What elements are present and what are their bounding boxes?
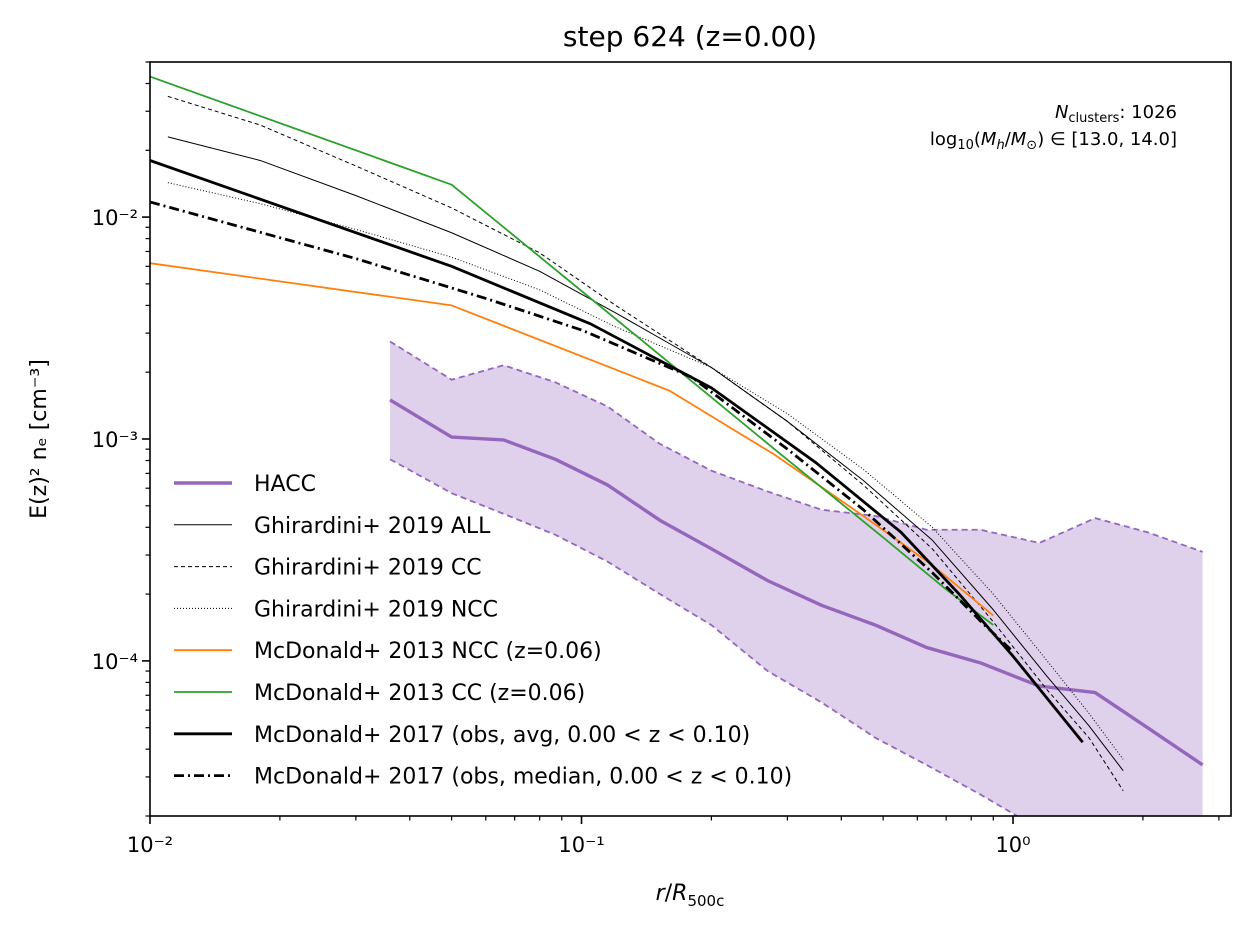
legend-label-ghirardini-2019-cc: Ghirardini+ 2019 CC <box>254 556 482 581</box>
hacc-band-upper <box>389 340 1203 553</box>
hacc-band-fill <box>390 341 1203 816</box>
y-tick-label: 10⁻³ <box>92 428 138 452</box>
legend-label-ghirardini-2019-all: Ghirardini+ 2019 ALL <box>254 514 491 539</box>
y-axis-label: E(z)² nₑ [cm⁻³] <box>27 359 52 519</box>
legend-label-hacc: HACC <box>254 472 316 497</box>
chart-title: step 624 (z=0.00) <box>563 20 817 53</box>
annotation-cluster-count: Nclusters: 1026 <box>1055 102 1177 126</box>
x-tick-label: 10⁰ <box>995 833 1030 857</box>
series-line-mcdonald-2013-cc-z-0-06 <box>150 75 994 626</box>
legend-label-mcdonald-2017-obs-avg-0-00-z-0-10: McDonald+ 2017 (obs, avg, 0.00 < z < 0.1… <box>254 723 750 748</box>
legend-label-mcdonald-2017-obs-median-0-00-z-0-10: McDonald+ 2017 (obs, median, 0.00 < z < … <box>254 765 792 790</box>
series-line-mcdonald-2017-obs-median-0-00-z-0-10 <box>150 200 1014 653</box>
series-line-ghirardini-2019-ncc <box>167 182 1124 760</box>
x-tick-label: 10⁻¹ <box>558 833 604 857</box>
series-line-hacc <box>389 398 1204 767</box>
legend-label-mcdonald-2013-cc-z-0-06: McDonald+ 2013 CC (z=0.06) <box>254 681 585 706</box>
series-line-ghirardini-2019-all <box>167 136 1124 772</box>
y-tick-label: 10⁻² <box>92 206 138 230</box>
series-line-ghirardini-2019-cc <box>167 95 1124 791</box>
axes: 10⁻² 10⁻¹ 10⁰ 10⁻⁴ 10⁻³ 10⁻² <box>92 61 1220 857</box>
legend-label-mcdonald-2013-ncc-z-0-06: McDonald+ 2013 NCC (z=0.06) <box>254 639 602 664</box>
annotation-mass-range: log10(Mh/M⊙) ∈ [13.0, 14.0] <box>930 129 1177 153</box>
hacc-band-lower <box>389 458 1019 816</box>
legend: HACC Ghirardini+ 2019 ALL Ghirardini+ 2019… <box>174 472 792 790</box>
x-axis-label: r/R500c <box>656 881 725 910</box>
plot-area <box>150 75 1204 816</box>
legend-label-ghirardini-2019-ncc: Ghirardini+ 2019 NCC <box>254 597 498 622</box>
annotation-box: Nclusters: 1026 log10(Mh/M⊙) ∈ [13.0, 14… <box>930 102 1177 153</box>
y-tick-label: 10⁻⁴ <box>92 650 138 674</box>
x-tick-label: 10⁻² <box>127 833 173 857</box>
